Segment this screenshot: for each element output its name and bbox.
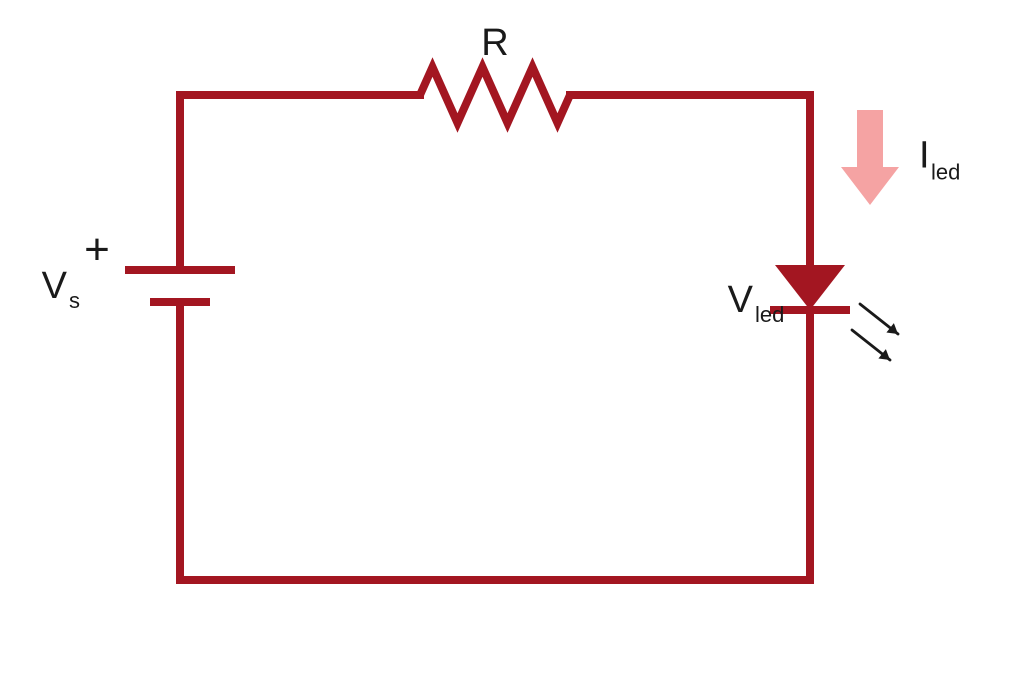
current-label-main: I (919, 135, 930, 177)
current-label-sub: led (931, 160, 960, 185)
battery-label-main: V (42, 265, 68, 307)
led-light-arrows (852, 304, 898, 360)
resistor-symbol (420, 67, 570, 123)
led-label-sub: led (755, 302, 784, 327)
resistor-label: R (481, 22, 508, 64)
led-circuit-diagram: R + V s V led I led (0, 0, 1024, 682)
led-label-main: V (728, 279, 754, 321)
current-arrow-icon (841, 110, 899, 205)
battery-plus-sign: + (84, 225, 110, 274)
led-triangle (775, 265, 845, 310)
battery-label-sub: s (69, 288, 80, 313)
